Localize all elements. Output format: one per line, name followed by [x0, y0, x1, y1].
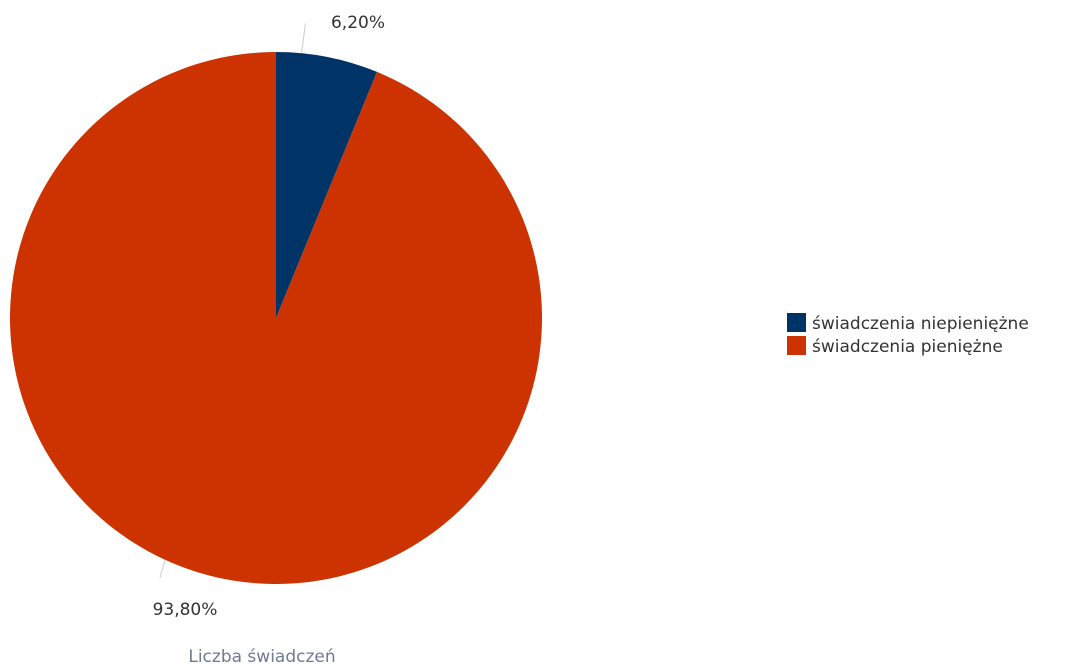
legend-label-2: świadczenia pieniężne	[812, 337, 1003, 357]
slice-value-label-2: 93,80%	[153, 600, 218, 620]
slice-labels: 6,20% 93,80%	[153, 13, 385, 620]
legend: świadczenia niepieniężne świadczenia pien…	[787, 313, 1029, 357]
slice-value-label-1: 6,20%	[331, 13, 385, 33]
legend-label-1: świadczenia niepieniężne	[812, 314, 1029, 334]
chart-caption: Liczba świadczeń	[188, 647, 335, 665]
pie-slice-2	[9, 52, 542, 584]
pie-slice-1	[276, 52, 378, 318]
pie-slices	[9, 52, 542, 584]
legend-swatch-1	[787, 313, 806, 332]
leader-line-1	[300, 23, 306, 54]
leader-line-2	[159, 559, 166, 578]
legend-swatch-2	[787, 336, 806, 355]
